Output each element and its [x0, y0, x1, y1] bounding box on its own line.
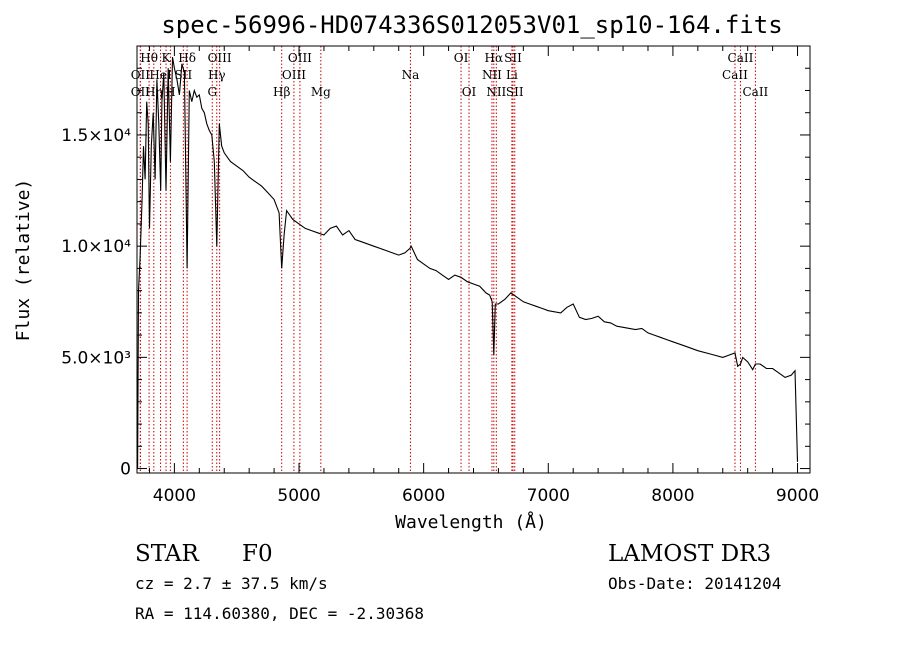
y-tick-label: 1.5×10⁴ — [61, 126, 131, 146]
y-axis-label: Flux (relative) — [13, 179, 34, 342]
line-label-oii: OII — [131, 85, 151, 99]
plot-frame — [136, 45, 811, 474]
line-label-mg: Mg — [311, 85, 331, 99]
line-label-h: H — [165, 85, 175, 99]
line-label-oiii: OIII — [208, 51, 232, 65]
spectrum-line — [137, 57, 799, 469]
x-tick-label: 4000 — [153, 486, 196, 506]
line-label-li: Li — [506, 68, 518, 82]
line-label-hθ: Hθ — [140, 51, 158, 65]
x-tick-label: 7000 — [527, 486, 570, 506]
line-label-sii: SII — [504, 51, 522, 65]
y-tick-label: 1.0×10⁴ — [61, 237, 131, 257]
y-tick-label: 0 — [120, 460, 131, 480]
line-markers — [139, 46, 756, 473]
survey-name: LAMOST DR3 — [608, 541, 771, 567]
line-label-oii: OII — [131, 68, 151, 82]
line-label-nii: NII — [486, 85, 506, 99]
line-label-caii: CaII — [722, 68, 748, 82]
coordinates: RA = 114.60380, DEC = -2.30368 — [135, 604, 424, 623]
line-label-oi: OI — [454, 51, 469, 65]
obs-date: Obs-Date: 20141204 — [608, 574, 781, 593]
x-tick-label: 6000 — [402, 486, 445, 506]
line-label-hα: Hα — [485, 51, 504, 65]
line-label-na: Na — [402, 68, 420, 82]
line-label-oiii: OIII — [282, 68, 306, 82]
chart-title: spec-56996-HD074336S012053V01_sp10-164.f… — [161, 11, 782, 39]
x-axis-label: Wavelength (Å) — [395, 511, 547, 533]
y-tick-label: 5.0×10³ — [61, 348, 131, 368]
line-label-hei: HeI — [149, 68, 172, 82]
line-label-k: K — [162, 51, 172, 65]
object-subclass: F0 — [242, 541, 273, 567]
line-label-hη: Hη — [145, 85, 163, 99]
line-label-caii: CaII — [742, 85, 768, 99]
y-axis: 0 5.0×10³ 1.0×10⁴ 1.5×10⁴ — [61, 67, 810, 480]
x-tick-label: 5000 — [277, 486, 320, 506]
line-label-sii: SII — [506, 85, 524, 99]
line-label-hβ: Hβ — [273, 85, 290, 99]
line-label-caii: CaII — [728, 51, 754, 65]
line-label-oi: OI — [462, 85, 477, 99]
x-axis: 4000 5000 6000 7000 8000 9000 — [148, 46, 819, 506]
redshift-cz: cz = 2.7 ± 37.5 km/s — [135, 574, 328, 593]
object-class: STAR — [135, 541, 199, 567]
x-tick-label: 9000 — [776, 486, 819, 506]
line-label-sii: SII — [175, 68, 193, 82]
x-tick-label: 8000 — [651, 486, 694, 506]
line-label-g: G — [207, 85, 217, 99]
line-label-oiii: OIII — [288, 51, 312, 65]
line-label-hγ: Hγ — [208, 68, 226, 82]
line-label-hδ: Hδ — [178, 51, 196, 65]
line-label-nii: NII — [482, 68, 502, 82]
